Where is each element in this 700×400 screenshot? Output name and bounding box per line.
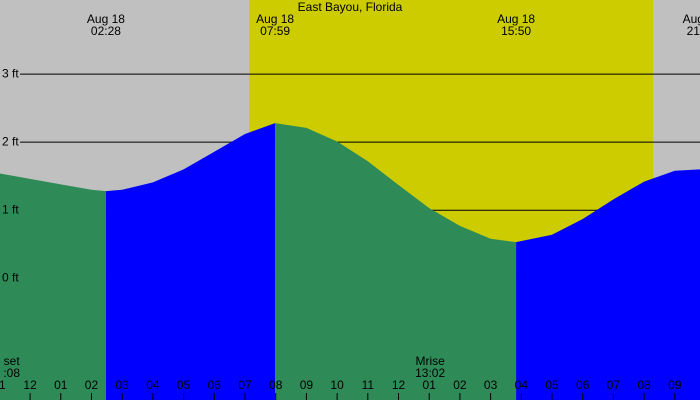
y-tick-label: 2 ft [2, 134, 19, 148]
x-tick-label: 04 [515, 378, 529, 392]
x-tick-label: 11 [362, 378, 375, 392]
x-tick-label: 12 [392, 378, 406, 392]
x-tick-label: 03 [116, 378, 130, 392]
tide-area [105, 123, 276, 400]
x-tick-label: 03 [484, 378, 498, 392]
x-tick-label: 11 [0, 378, 6, 392]
event-time: 07:59 [260, 24, 290, 38]
moon-time: 13:02 [415, 366, 445, 380]
x-tick-label: 01 [54, 378, 68, 392]
y-tick-label: 0 ft [2, 270, 19, 284]
x-tick-label: 10 [330, 378, 344, 392]
event-date: Aug [683, 12, 700, 26]
x-tick-label: 07 [607, 378, 621, 392]
moon-name: Mrise [415, 354, 445, 368]
event-time: 15:50 [501, 24, 531, 38]
x-tick-label: 05 [545, 378, 559, 392]
event-time: 21 [687, 24, 700, 38]
x-tick-label: 09 [668, 378, 682, 392]
moon-time: :08 [3, 366, 20, 380]
x-tick-label: 06 [576, 378, 590, 392]
x-tick-label: 05 [177, 378, 191, 392]
x-tick-label: 07 [238, 378, 252, 392]
event-date: Aug 18 [256, 12, 294, 26]
x-tick-label: 06 [208, 378, 222, 392]
x-tick-label: 08 [637, 378, 651, 392]
tide-area [275, 123, 517, 400]
tide-area [0, 173, 106, 400]
moon-name: set [4, 354, 21, 368]
chart-title: East Bayou, Florida [298, 0, 403, 14]
x-tick-label: 08 [269, 378, 283, 392]
event-date: Aug 18 [497, 12, 535, 26]
event-date: Aug 18 [87, 12, 125, 26]
x-tick-label: 02 [453, 378, 467, 392]
x-tick-label: 02 [85, 378, 99, 392]
y-tick-label: 1 ft [2, 202, 19, 216]
x-tick-label: 09 [300, 378, 314, 392]
y-tick-label: 3 ft [2, 66, 19, 80]
tide-area [516, 169, 700, 400]
x-tick-label: 01 [423, 378, 437, 392]
x-tick-label: 12 [23, 378, 37, 392]
event-time: 02:28 [91, 24, 121, 38]
x-tick-label: 04 [146, 378, 160, 392]
